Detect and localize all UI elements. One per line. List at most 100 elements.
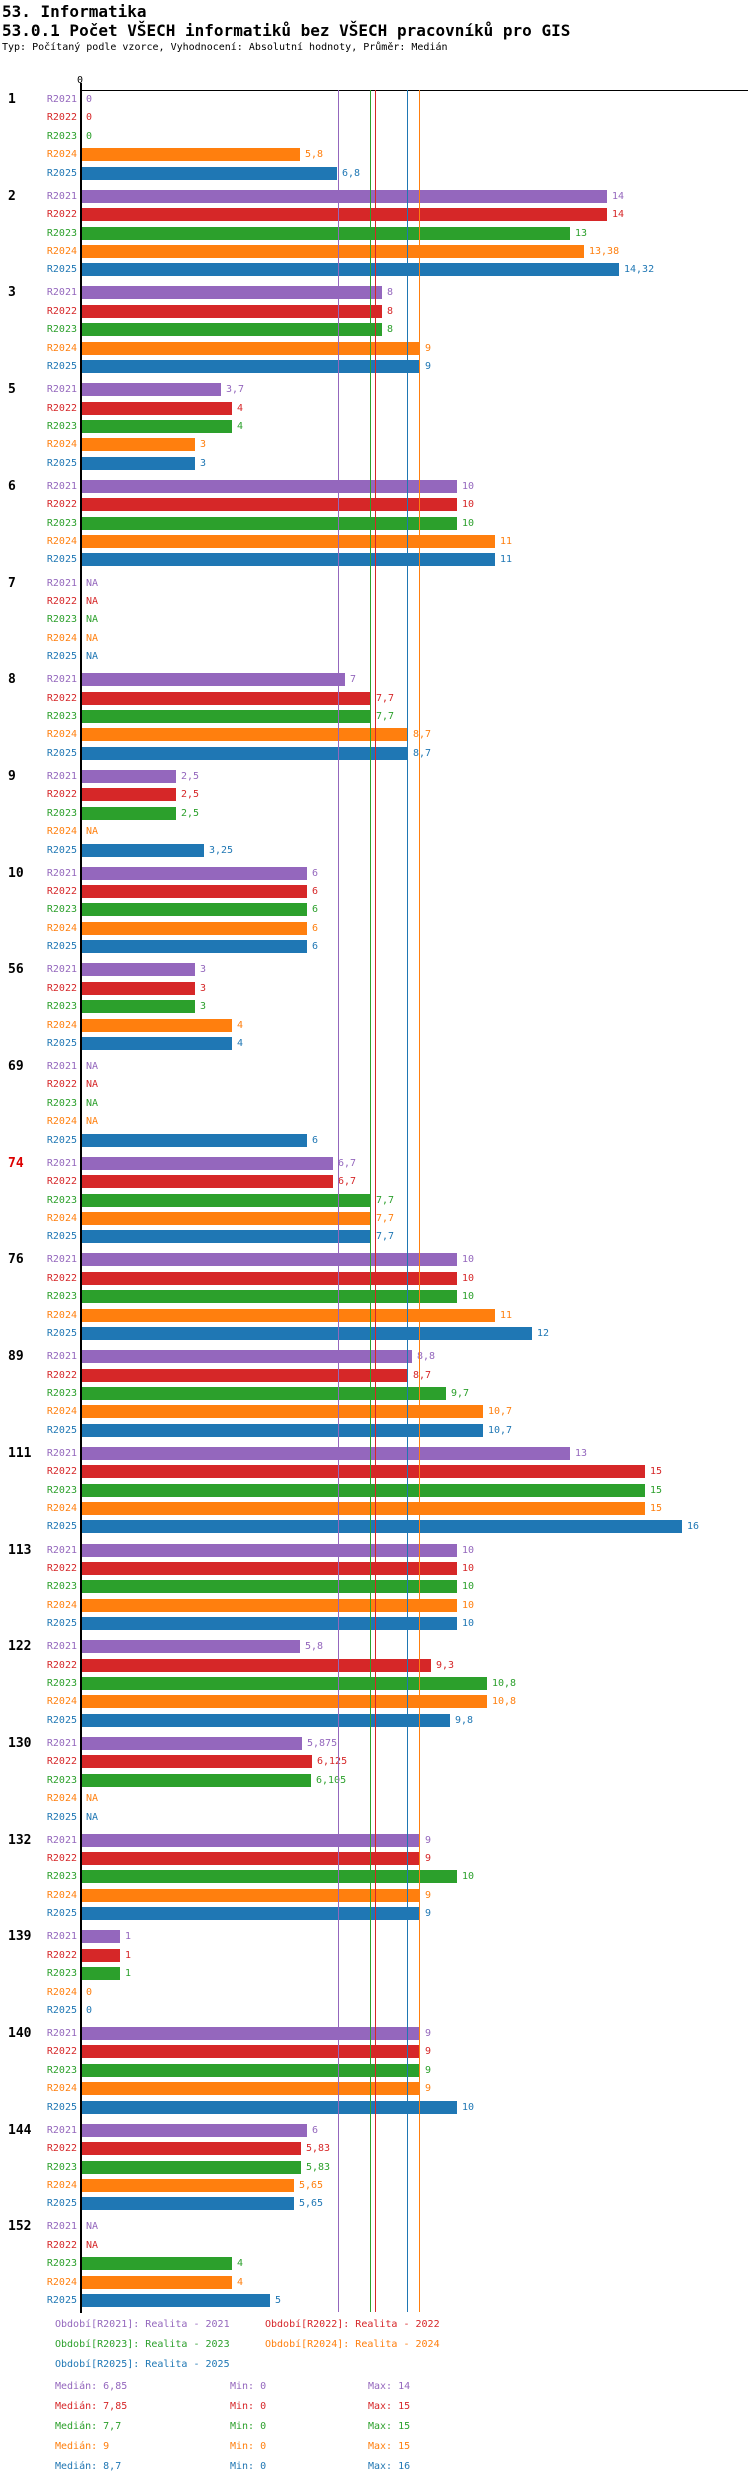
bar <box>82 2257 232 2271</box>
bar-series-label: R2023 <box>46 130 77 142</box>
bar-value-label: 10,7 <box>488 1406 513 1418</box>
bar <box>82 1446 570 1460</box>
bar-series-label: R2022 <box>46 2143 77 2155</box>
bar <box>82 304 382 318</box>
bar-value-label: 9 <box>425 2028 432 2039</box>
stat-min: Min: 0 <box>230 2381 267 2392</box>
bar-series-label: R2023 <box>46 1484 77 1496</box>
bar <box>82 2160 301 2174</box>
stat-min: Min: 0 <box>230 2421 267 2432</box>
bar-value-label: 6 <box>312 922 319 934</box>
bar-value-label: NA <box>86 2239 99 2251</box>
bar-series-label: R2024 <box>46 1212 77 1224</box>
bar-series-label: R2021 <box>46 1737 77 1749</box>
bar-series-label: R2025 <box>46 1328 77 1339</box>
bar-value-label: 5,83 <box>306 2161 331 2173</box>
bar-series-label: R2022 <box>46 305 77 317</box>
bar-series-label: R2023 <box>46 1001 77 1013</box>
bar-value-label: 6 <box>312 886 319 897</box>
bar-series-label: R2024 <box>46 1986 77 1998</box>
bar-series-label: R2021 <box>46 674 77 686</box>
bar-value-label: 15 <box>650 1503 663 1514</box>
bar <box>82 189 607 203</box>
median-line-R2022 <box>375 90 376 2312</box>
bar-series-label: R2025 <box>46 844 77 856</box>
bar <box>82 788 176 802</box>
bar-value-label: 7,7 <box>376 1212 395 1224</box>
stat-median: Medián: 7,85 <box>55 2401 128 2412</box>
bar-series-label: R2022 <box>46 1176 77 1188</box>
bar <box>82 438 195 452</box>
bar-value-label: 0 <box>86 130 93 142</box>
bar-series-label: R2024 <box>46 1889 77 1901</box>
bar-value-label: NA <box>86 1793 99 1805</box>
bar <box>82 921 307 935</box>
bar-value-label: 8,8 <box>417 1351 436 1363</box>
bar-value-label: 10 <box>462 499 475 511</box>
bar-value-label: 7,7 <box>376 1231 395 1243</box>
bar-series-label: R2024 <box>46 245 77 257</box>
bar-value-label: 10 <box>462 1618 475 1630</box>
bar <box>82 1640 300 1654</box>
category-label: 6 <box>8 478 16 494</box>
bar <box>82 1308 495 1322</box>
bar-value-label: NA <box>86 1116 99 1128</box>
bar <box>82 1888 420 1902</box>
bar <box>82 1543 457 1557</box>
bar-series-label: R2021 <box>46 1254 77 1266</box>
category-label: 132 <box>8 1832 32 1848</box>
x-axis-line <box>81 90 748 91</box>
bar-value-label: 10,7 <box>488 1424 513 1436</box>
bar <box>82 323 382 337</box>
bar-series-label: R2025 <box>46 1908 77 1920</box>
bar-value-label: 6 <box>312 2124 319 2136</box>
bar <box>82 2063 420 2077</box>
bar-series-label: R2023 <box>46 324 77 336</box>
bar-series-label: R2022 <box>46 982 77 994</box>
bar <box>82 1773 311 1787</box>
bar-series-label: R2024 <box>46 826 77 838</box>
category-label: 69 <box>8 1059 24 1074</box>
bar-series-label: R2022 <box>46 1756 77 1768</box>
bar-value-label: 9,3 <box>436 1659 455 1671</box>
bar-value-label: 10 <box>462 1871 475 1883</box>
bar-series-label: R2025 <box>46 1134 77 1146</box>
bar-series-label: R2024 <box>46 1116 77 1128</box>
bar <box>82 843 204 857</box>
stat-median: Medián: 9 <box>55 2441 110 2452</box>
bar-series-label: R2022 <box>46 402 77 414</box>
bar-value-label: 1 <box>125 1968 132 1980</box>
bar <box>82 1967 120 1981</box>
bar-value-label: 4 <box>237 1019 244 1031</box>
bar-series-label: R2025 <box>46 1618 77 1630</box>
bar-series-label: R2021 <box>46 1351 77 1363</box>
bar-value-label: 5,65 <box>299 2198 324 2210</box>
bar-series-label: R2024 <box>46 2276 77 2288</box>
bar-value-label: 13 <box>575 1447 588 1459</box>
bar-series-label: R2021 <box>46 190 77 202</box>
bar-value-label: NA <box>86 577 99 589</box>
bar-series-label: R2022 <box>46 1949 77 1961</box>
category-label: 140 <box>8 2026 32 2041</box>
bar-value-label: 5,875 <box>307 1737 338 1749</box>
bar-series-label: R2022 <box>46 886 77 897</box>
bar-value-label: 5 <box>275 2295 282 2306</box>
bar-series-label: R2025 <box>46 1037 77 1049</box>
bar-series-label: R2021 <box>46 1931 77 1943</box>
x-axis-zero-tick-label: 0 <box>77 75 84 86</box>
bar-value-label: 10 <box>462 1272 475 1284</box>
bar-value-label: 0 <box>86 112 93 124</box>
stat-min: Min: 0 <box>230 2441 267 2452</box>
median-line-R2023 <box>370 90 371 2312</box>
page-subtitle: 53.0.1 Počet VŠECH informatiků bez VŠECH… <box>2 21 571 40</box>
chart-meta-line: Typ: Počítaný podle vzorce, Vyhodnocení:… <box>2 42 448 53</box>
bar-series-label: R2023 <box>46 807 77 819</box>
bar <box>82 1948 120 1962</box>
bar <box>82 1000 195 1014</box>
bar-series-label: R2021 <box>46 1447 77 1459</box>
bar-series-label: R2022 <box>46 2046 77 2058</box>
bar <box>82 166 337 180</box>
bar <box>82 1852 420 1865</box>
